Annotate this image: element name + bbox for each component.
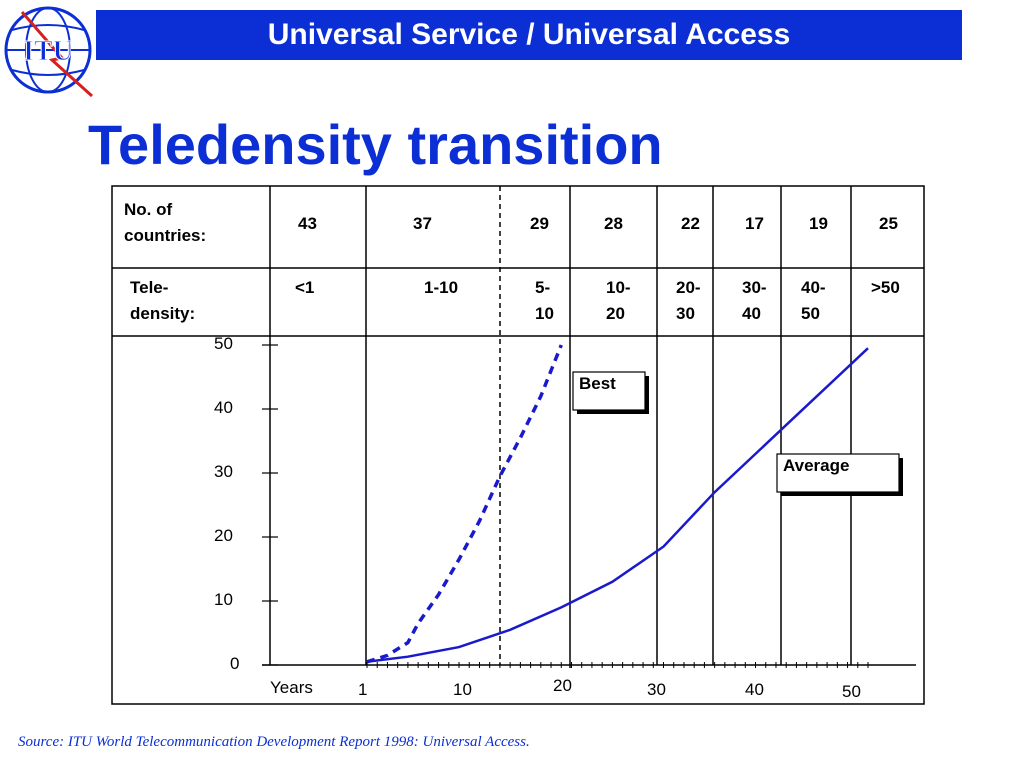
country-count: 28 bbox=[604, 214, 623, 233]
page-title: Teledensity transition bbox=[88, 113, 663, 176]
row-label-teledensity: Tele- bbox=[130, 278, 169, 297]
country-count: 37 bbox=[413, 214, 432, 233]
chart-frame-border bbox=[111, 185, 925, 705]
x-tick-label: 30 bbox=[647, 680, 666, 699]
y-tick-label: 30 bbox=[214, 462, 233, 481]
label-box bbox=[572, 371, 646, 411]
teledensity-range: 40- bbox=[801, 278, 826, 297]
teledensity-range: 30- bbox=[742, 278, 767, 297]
country-count: 29 bbox=[530, 214, 549, 233]
x-tick-label: 1 bbox=[358, 680, 368, 699]
country-count: 19 bbox=[809, 214, 828, 233]
x-axis-label: Years bbox=[270, 678, 313, 697]
source-note: Source: ITU World Telecommunication Deve… bbox=[18, 734, 530, 750]
y-tick-label: 20 bbox=[214, 526, 233, 545]
header-title: Universal Service / Universal Access bbox=[267, 18, 791, 51]
y-tick-label: 40 bbox=[214, 398, 233, 417]
y-tick-label: 0 bbox=[230, 654, 240, 673]
x-tick-label: 10 bbox=[453, 680, 472, 699]
teledensity-range: 10 bbox=[535, 304, 554, 323]
country-count: 17 bbox=[745, 214, 764, 233]
x-tick-label: 50 bbox=[842, 682, 861, 701]
country-count: 22 bbox=[681, 214, 700, 233]
row-label-teledensity: density: bbox=[130, 304, 196, 323]
x-tick-label: 20 bbox=[553, 676, 572, 695]
teledensity-range: 30 bbox=[676, 304, 695, 323]
teledensity-range: <1 bbox=[295, 278, 315, 297]
row-label-countries: countries: bbox=[124, 226, 207, 245]
country-count: 25 bbox=[879, 214, 898, 233]
series-line-average bbox=[366, 347, 869, 664]
logo-text: ITU bbox=[23, 36, 73, 67]
x-tick-label: 40 bbox=[745, 680, 764, 699]
label-box bbox=[776, 453, 900, 493]
teledensity-range: 10- bbox=[606, 278, 631, 297]
teledensity-range: 50 bbox=[801, 304, 820, 323]
y-tick-label: 10 bbox=[214, 590, 233, 609]
row-label-countries: No. of bbox=[124, 200, 173, 219]
series-label-best: Best bbox=[579, 374, 616, 393]
teledensity-range: 40 bbox=[742, 304, 761, 323]
header-bar: Universal Service / Universal Access bbox=[96, 10, 962, 60]
series-label-average: Average bbox=[783, 456, 850, 475]
series-line-best bbox=[366, 344, 563, 664]
teledensity-range: 20- bbox=[676, 278, 701, 297]
teledensity-range: 1-10 bbox=[424, 278, 459, 297]
teledensity-range: 5- bbox=[535, 278, 551, 297]
teledensity-range: >50 bbox=[871, 278, 900, 297]
country-count: 43 bbox=[298, 214, 317, 233]
teledensity-range: 20 bbox=[606, 304, 625, 323]
itu-globe-logo-icon: ITU bbox=[4, 6, 94, 98]
y-tick-label: 50 bbox=[214, 334, 233, 353]
